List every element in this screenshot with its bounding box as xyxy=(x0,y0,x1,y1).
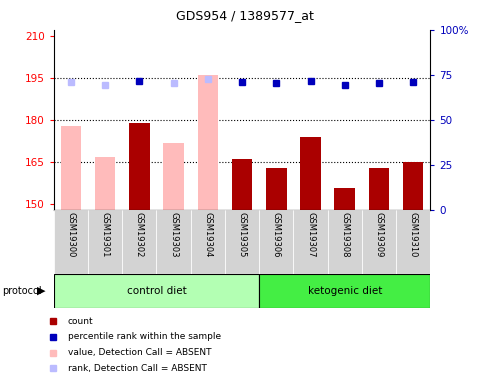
Bar xyxy=(300,137,320,210)
Text: protocol: protocol xyxy=(2,286,42,296)
Text: GSM19305: GSM19305 xyxy=(237,212,246,257)
Text: GSM19303: GSM19303 xyxy=(169,212,178,257)
Bar xyxy=(334,188,354,210)
Bar xyxy=(259,274,429,308)
Text: GSM19308: GSM19308 xyxy=(340,212,348,257)
Bar xyxy=(402,162,423,210)
Bar xyxy=(156,210,190,274)
Bar xyxy=(368,168,388,210)
Text: value, Detection Call = ABSENT: value, Detection Call = ABSENT xyxy=(67,348,211,357)
Bar xyxy=(61,126,81,210)
Text: GSM19302: GSM19302 xyxy=(135,212,143,257)
Text: control diet: control diet xyxy=(126,286,186,296)
Bar xyxy=(265,168,286,210)
Text: ▶: ▶ xyxy=(37,286,46,296)
Bar xyxy=(163,142,183,210)
Text: count: count xyxy=(67,316,93,326)
Bar xyxy=(197,75,218,210)
Text: GDS954 / 1389577_at: GDS954 / 1389577_at xyxy=(175,9,313,22)
Bar xyxy=(395,210,429,274)
Text: percentile rank within the sample: percentile rank within the sample xyxy=(67,333,221,341)
Bar xyxy=(122,210,156,274)
Bar xyxy=(224,210,259,274)
Bar xyxy=(190,210,224,274)
Text: GSM19307: GSM19307 xyxy=(305,212,314,257)
Bar xyxy=(259,210,293,274)
Bar xyxy=(95,157,115,210)
Bar xyxy=(54,210,88,274)
Text: GSM19306: GSM19306 xyxy=(271,212,280,257)
Bar xyxy=(231,159,252,210)
Text: rank, Detection Call = ABSENT: rank, Detection Call = ABSENT xyxy=(67,364,206,373)
Bar xyxy=(327,210,361,274)
Bar xyxy=(88,210,122,274)
Bar xyxy=(129,123,149,210)
Text: GSM19304: GSM19304 xyxy=(203,212,212,257)
Bar xyxy=(361,210,395,274)
Text: GSM19301: GSM19301 xyxy=(101,212,109,257)
Bar xyxy=(54,274,259,308)
Bar xyxy=(293,210,327,274)
Text: ketogenic diet: ketogenic diet xyxy=(307,286,381,296)
Text: GSM19309: GSM19309 xyxy=(374,212,383,257)
Text: GSM19310: GSM19310 xyxy=(408,212,417,257)
Text: GSM19300: GSM19300 xyxy=(66,212,75,257)
